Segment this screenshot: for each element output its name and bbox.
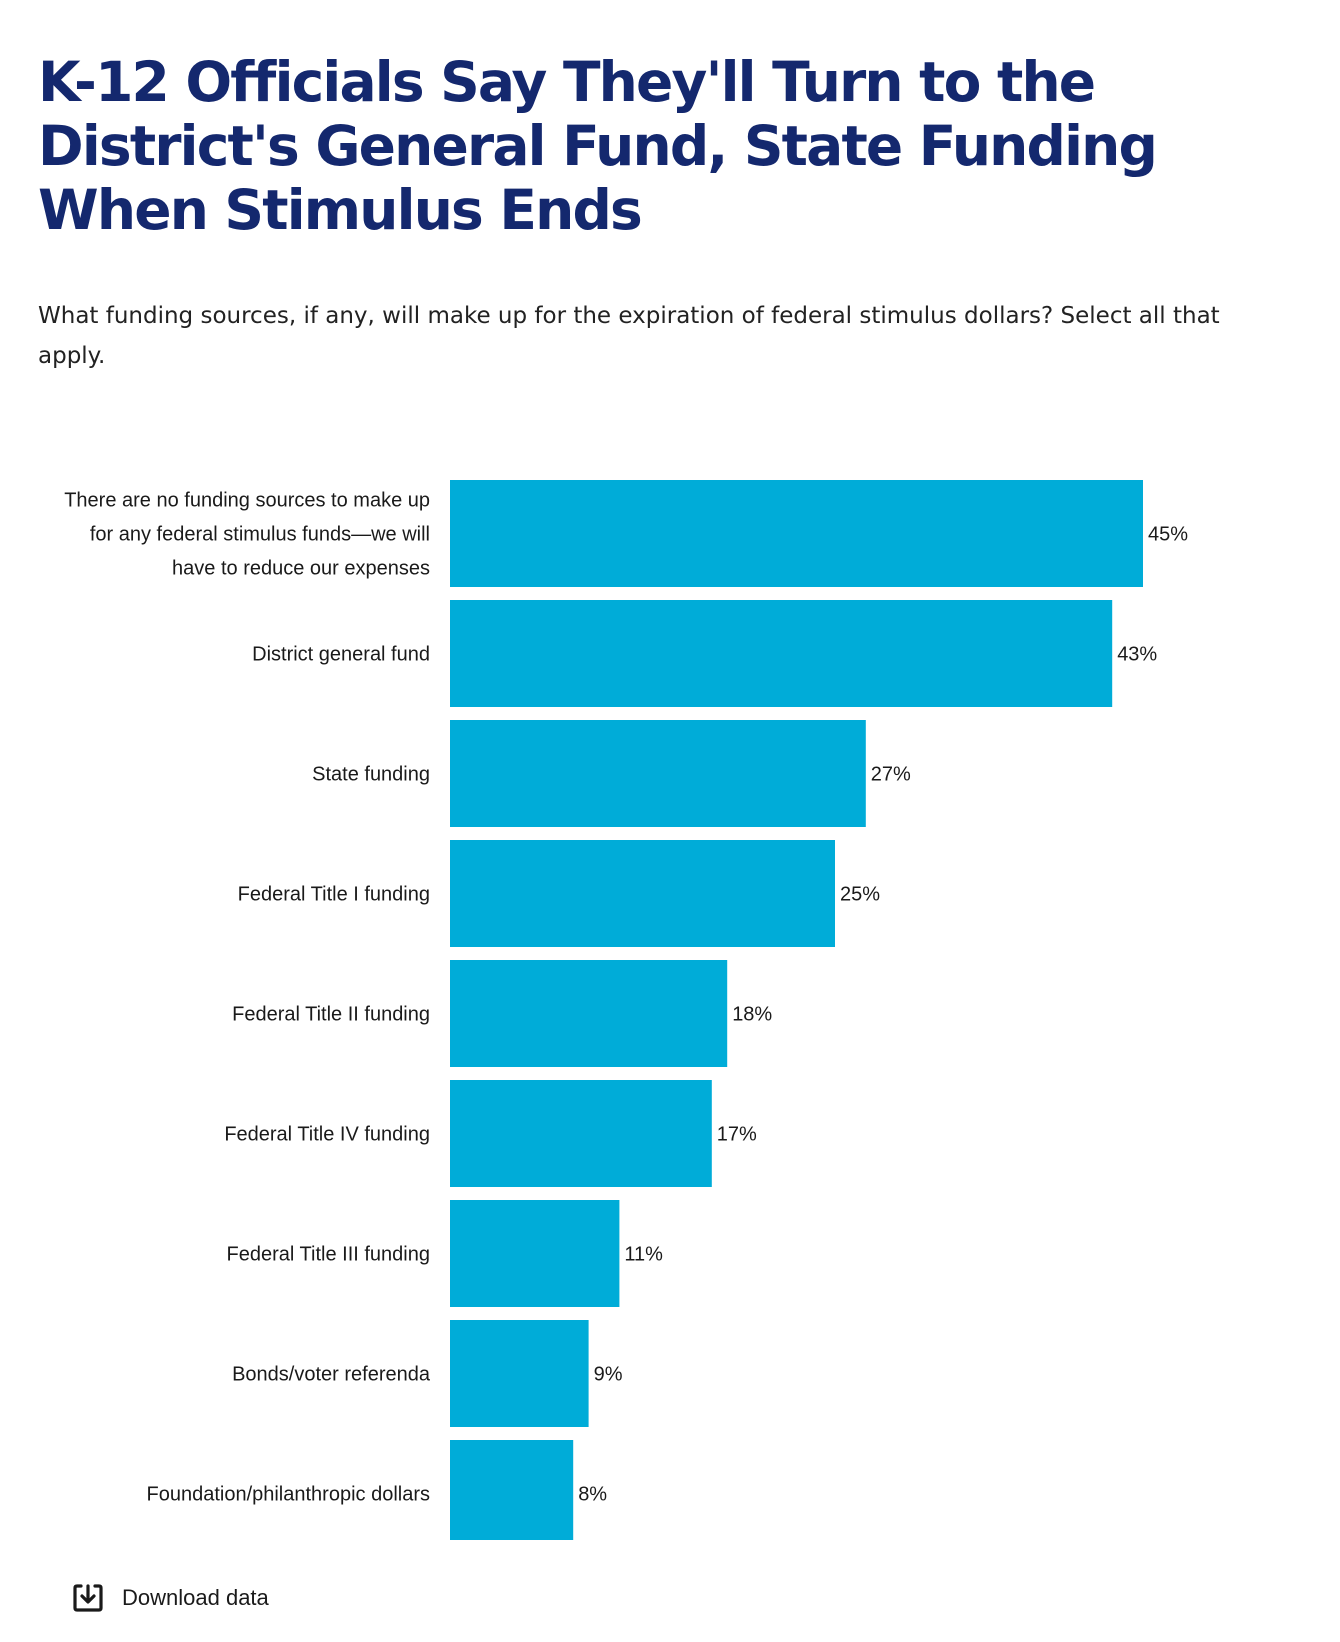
- bar: [450, 960, 728, 1067]
- value-label: 18%: [732, 1004, 772, 1026]
- category-label: Federal Title IV funding: [224, 1124, 430, 1146]
- value-label: 8%: [578, 1484, 607, 1506]
- bar-chart: 45% There are no funding sources to make …: [64, 480, 1188, 1540]
- bar: [450, 840, 835, 947]
- download-icon: [72, 1582, 104, 1614]
- value-label: 11%: [624, 1244, 663, 1266]
- chart-subtitle: What funding sources, if any, will make …: [38, 303, 1220, 369]
- download-data-button[interactable]: Download data: [72, 1582, 269, 1614]
- category-label: Federal Title II funding: [232, 1004, 430, 1026]
- value-label: 45%: [1148, 524, 1188, 546]
- category-label: There are no funding sources to make up f…: [64, 490, 430, 580]
- value-label: 25%: [840, 884, 880, 906]
- bar: [450, 1200, 620, 1307]
- category-label: Bonds/voter referenda: [232, 1364, 431, 1386]
- value-label: 27%: [871, 764, 911, 786]
- value-label: 17%: [717, 1124, 757, 1146]
- category-label: State funding: [312, 764, 430, 786]
- bar: [450, 720, 866, 827]
- bar: [450, 600, 1113, 707]
- download-data-label: Download data: [122, 1585, 269, 1610]
- bar: [450, 1320, 589, 1427]
- chart-title: K-12 Officials Say They'll Turn to the D…: [38, 50, 1158, 242]
- category-label: District general fund: [252, 644, 430, 666]
- value-label: 43%: [1117, 644, 1157, 666]
- category-label: Foundation/philanthropic dollars: [146, 1484, 430, 1506]
- bar: [450, 1080, 712, 1187]
- bar: [450, 1440, 574, 1540]
- category-label: Federal Title I funding: [238, 884, 430, 906]
- bar: [450, 480, 1143, 587]
- value-label: 9%: [594, 1364, 623, 1386]
- category-label: Federal Title III funding: [227, 1244, 430, 1266]
